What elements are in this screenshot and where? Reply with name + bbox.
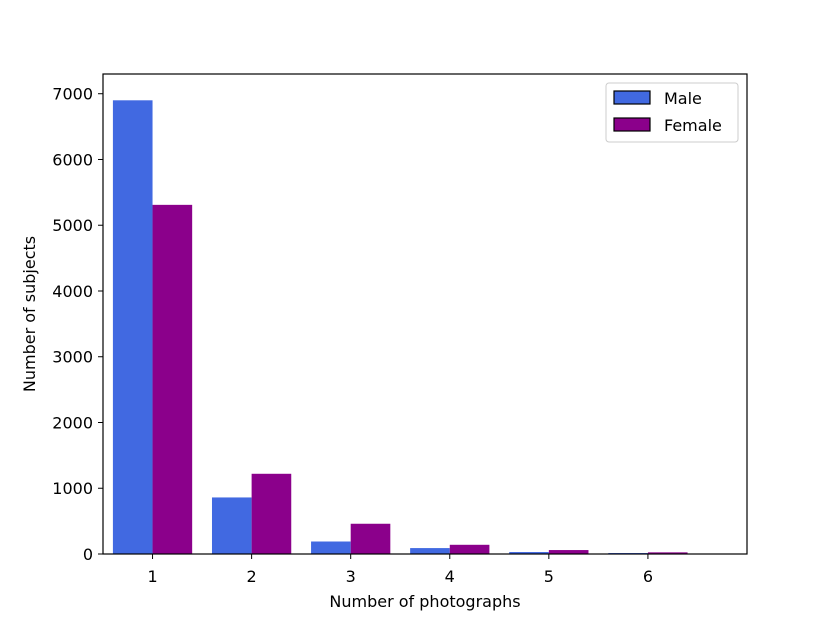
y-tick-label: 0 [83,545,93,564]
bar-male-1 [112,100,153,555]
plot-frame [102,73,748,555]
y-tick-label: 3000 [52,348,93,367]
y-tick-label: 2000 [52,413,93,432]
bar-female-1 [152,204,193,555]
y-tick-label: 6000 [52,150,93,169]
bars-group [112,100,688,555]
bar-female-4 [449,544,490,554]
bar-female-5 [548,550,589,554]
x-tick-label: 5 [544,567,554,586]
legend: Male Female [605,82,739,143]
x-tick-label: 2 [247,567,257,586]
y-axis-ticks: 0 1000 2000 3000 4000 5000 6000 7000 [52,85,103,564]
y-axis-label: Number of subjects [20,236,39,392]
bar-male-3 [311,541,351,554]
legend-label-male: Male [664,89,702,108]
bar-female-2 [251,473,292,554]
x-tick-label: 3 [346,567,356,586]
legend-swatch-female [613,117,651,132]
y-tick-label: 5000 [52,216,93,235]
bar-male-4 [410,548,450,554]
x-axis-label: Number of photographs [329,592,520,611]
x-tick-label: 6 [643,567,653,586]
x-tick-label: 4 [445,567,455,586]
y-tick-label: 4000 [52,282,93,301]
legend-label-female: Female [664,116,722,135]
bar-female-6 [647,552,688,554]
y-tick-label: 1000 [52,479,93,498]
legend-swatch-male [613,90,651,105]
bar-male-2 [211,497,252,554]
x-tick-label: 1 [147,567,157,586]
y-tick-label: 7000 [52,85,93,104]
bar-male-5 [509,552,549,554]
bar-female-3 [350,523,391,554]
x-axis-ticks: 1 2 3 4 5 6 [147,554,653,586]
